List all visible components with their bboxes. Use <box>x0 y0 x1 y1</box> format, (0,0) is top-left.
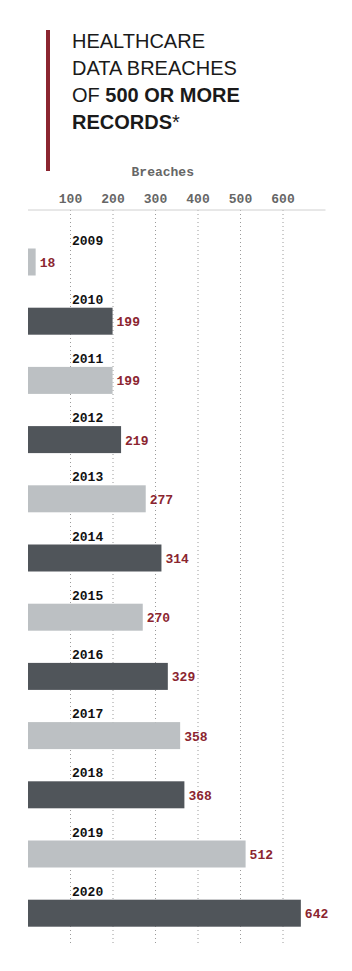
bar <box>28 781 184 808</box>
data-label: 512 <box>250 848 274 863</box>
data-label: 329 <box>172 670 196 685</box>
data-label: 368 <box>188 789 212 804</box>
title-word: MORE <box>174 84 240 106</box>
title-word: OR <box>139 84 175 106</box>
bar <box>28 545 161 572</box>
category-label: 2010 <box>72 293 103 308</box>
bar <box>28 308 113 335</box>
bars <box>28 249 301 927</box>
bar <box>28 367 113 394</box>
data-label: 18 <box>40 256 56 271</box>
bar <box>28 841 246 868</box>
tick-label: 300 <box>144 192 168 207</box>
data-label: 219 <box>125 434 149 449</box>
x-axis-label: Breaches <box>132 165 195 180</box>
title-word: 500 <box>100 84 139 106</box>
category-label: 2016 <box>72 648 103 663</box>
category-label: 2009 <box>72 234 103 249</box>
title-accent <box>46 30 50 171</box>
bar <box>28 249 36 276</box>
chart-root: HEALTHCARE DATA BREACHES OF 500 OR MOREREC… <box>0 0 352 971</box>
chart-svg: HEALTHCARE DATA BREACHES OF 500 OR MOREREC… <box>0 0 352 971</box>
title-word: DATA <box>72 57 123 79</box>
category-label: 2019 <box>72 826 103 841</box>
data-label: 642 <box>305 907 329 922</box>
title: HEALTHCARE DATA BREACHES OF 500 OR MOREREC… <box>72 30 240 133</box>
tick-label: 100 <box>59 192 83 207</box>
category-label: 2013 <box>72 470 103 485</box>
bar <box>28 426 121 453</box>
category-label: 2015 <box>72 589 103 604</box>
tick-label: 400 <box>186 192 210 207</box>
grid-line <box>240 210 241 945</box>
title-word: HEALTHCARE <box>72 30 205 52</box>
category-label: 2012 <box>72 411 103 426</box>
grid-line <box>283 210 284 945</box>
category-label: 2018 <box>72 766 103 781</box>
data-label: 270 <box>147 611 171 626</box>
grid-line <box>113 210 114 945</box>
data-label: 314 <box>165 552 189 567</box>
title-word: RECORDS <box>72 111 172 133</box>
tick-label: 500 <box>229 192 253 207</box>
title-word: * <box>172 111 180 133</box>
bar <box>28 663 168 690</box>
data-label: 199 <box>117 315 141 330</box>
bar <box>28 900 301 927</box>
category-label: 2011 <box>72 352 103 367</box>
category-label: 2020 <box>72 885 103 900</box>
labels: 2009 18 2010 199 2011 199 2012 219 2013 277 2014 31… <box>40 234 329 923</box>
title-word: OF <box>72 84 100 106</box>
data-label: 277 <box>150 493 173 508</box>
bar <box>28 604 143 631</box>
tick-label: 200 <box>101 192 125 207</box>
data-label: 199 <box>117 374 141 389</box>
category-label: 2014 <box>72 530 103 545</box>
grid-line <box>155 210 156 945</box>
x-axis-line <box>28 210 326 211</box>
category-label: 2017 <box>72 707 103 722</box>
title-word: BREACHES <box>121 57 237 79</box>
bar <box>28 722 180 749</box>
data-label: 358 <box>184 730 208 745</box>
bar <box>28 485 146 512</box>
grid-line <box>198 210 199 945</box>
tick-label: 600 <box>271 192 295 207</box>
